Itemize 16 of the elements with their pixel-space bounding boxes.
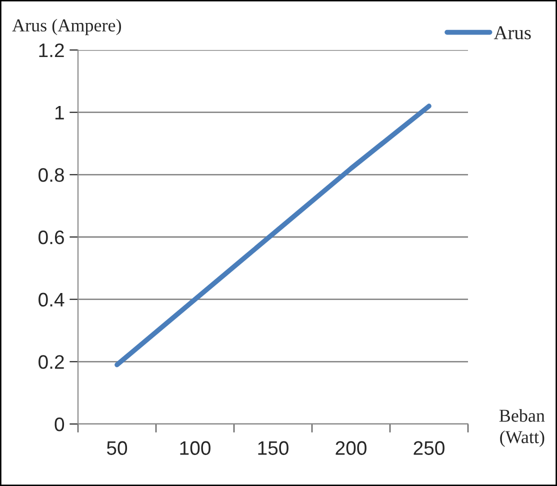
x-tick-label: 150 — [258, 441, 288, 455]
x-tick-label: 50 — [106, 441, 128, 455]
y-tick-label: 0.6 — [38, 230, 64, 244]
legend-label: Arus — [494, 26, 531, 40]
y-axis-title: Arus (Ampere) — [12, 18, 122, 36]
x-axis-title: Beban (Watt) — [499, 409, 545, 447]
y-tick-label: 0.4 — [38, 292, 64, 307]
x-tick-label: 100 — [180, 441, 210, 455]
y-tick-label: 1 — [55, 106, 64, 120]
y-tick-label: 1.2 — [39, 43, 64, 58]
line-series — [114, 104, 432, 368]
x-tick-label: 250 — [414, 441, 444, 455]
y-tick-label: 0.8 — [38, 168, 64, 182]
x-tick-label: 200 — [336, 441, 366, 455]
y-tick-label: 0.2 — [38, 355, 64, 369]
y-tick-label: 0 — [54, 417, 64, 432]
